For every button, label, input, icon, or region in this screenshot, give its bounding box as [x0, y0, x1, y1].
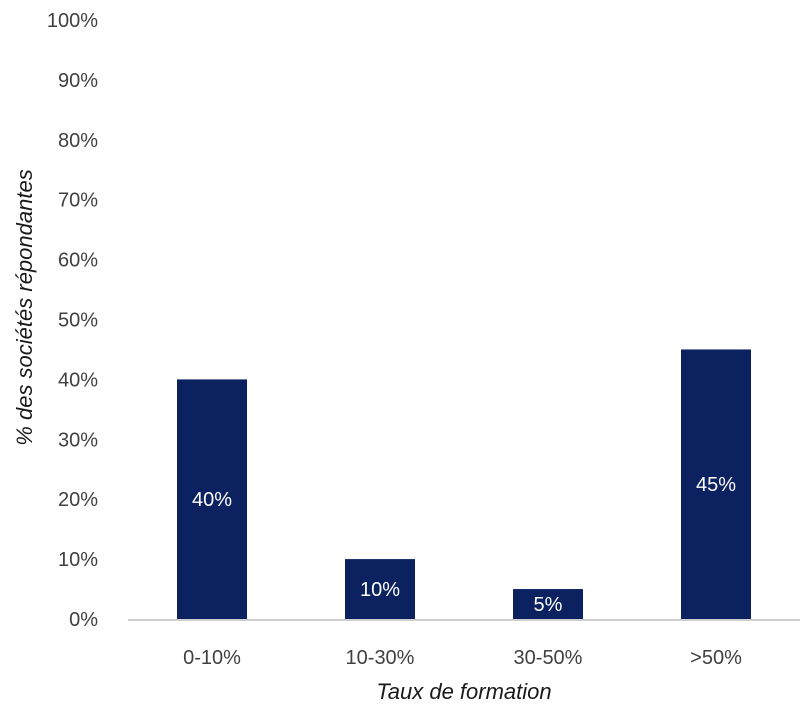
- y-tick-label: 10%: [58, 549, 98, 571]
- x-tick-label: >50%: [690, 647, 742, 669]
- y-tick-label: 0%: [69, 609, 98, 631]
- bar: [177, 379, 247, 619]
- bar-value-label: 5%: [534, 594, 563, 616]
- x-axis-title: Taux de formation: [376, 679, 551, 704]
- x-tick-label: 10-30%: [346, 647, 415, 669]
- bars: [177, 349, 751, 619]
- y-tick-label: 90%: [58, 70, 98, 92]
- bar-value-label: 45%: [696, 474, 736, 496]
- y-tick-label: 40%: [58, 369, 98, 391]
- x-axis-ticks: 0-10% 10-30% 30-50% >50%: [183, 647, 742, 669]
- bar: [345, 559, 415, 619]
- x-tick-label: 30-50%: [514, 647, 583, 669]
- y-axis-ticks: 0% 10% 20% 30% 40% 50% 60% 70% 80% 90% 100%: [47, 10, 98, 631]
- y-tick-label: 30%: [58, 429, 98, 451]
- bar-value-label: 40%: [192, 489, 232, 511]
- y-tick-label: 100%: [47, 10, 98, 32]
- y-tick-label: 60%: [58, 250, 98, 272]
- bar-value-label: 10%: [360, 579, 400, 601]
- y-tick-label: 20%: [58, 489, 98, 511]
- y-axis-title: % des sociétés répondantes: [12, 169, 37, 445]
- y-tick-label: 50%: [58, 310, 98, 332]
- y-tick-label: 80%: [58, 130, 98, 152]
- bar: [513, 589, 583, 619]
- x-tick-label: 0-10%: [183, 647, 241, 669]
- bar-value-labels: 40% 10% 5% 45%: [192, 474, 736, 616]
- bar: [681, 349, 751, 619]
- y-tick-label: 70%: [58, 190, 98, 212]
